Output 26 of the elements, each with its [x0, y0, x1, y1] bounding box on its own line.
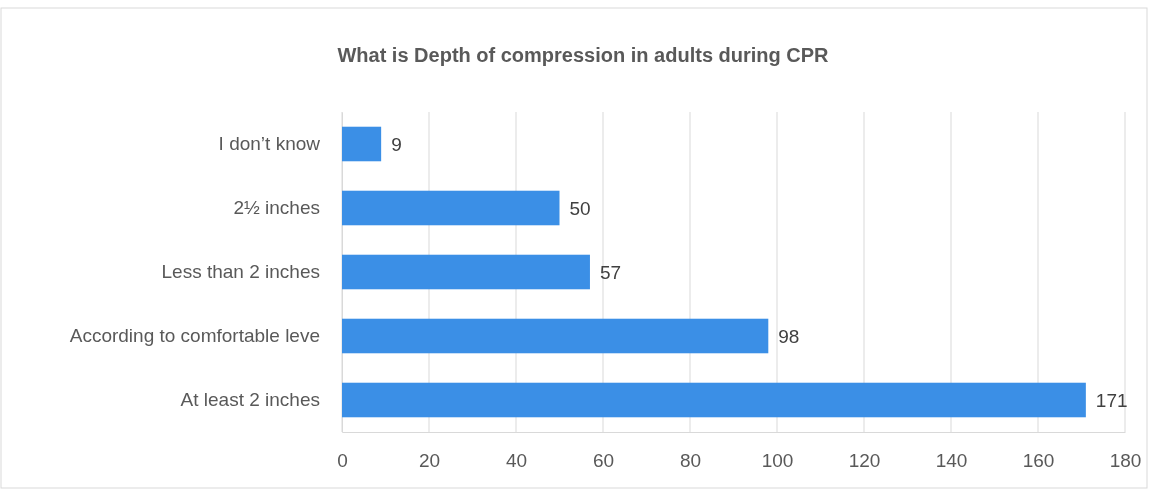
data-label: 98 — [778, 325, 800, 347]
x-tick-label: 120 — [848, 450, 881, 472]
bar — [342, 190, 560, 226]
x-tick-label: 100 — [761, 450, 794, 472]
bar — [342, 382, 1086, 418]
data-label: 50 — [569, 197, 591, 219]
x-tick-label: 140 — [935, 450, 968, 472]
x-tick-label: 40 — [505, 450, 528, 472]
data-label: 57 — [599, 261, 622, 283]
y-tick-label: According to comfortable leve — [69, 325, 320, 347]
x-tick-label: 20 — [418, 450, 441, 472]
bar — [342, 318, 769, 354]
x-tick-label: 60 — [592, 450, 615, 472]
x-tick-label: 180 — [1109, 450, 1142, 472]
bar — [342, 126, 382, 162]
data-label: 171 — [1095, 389, 1128, 411]
x-tick-label: 160 — [1022, 450, 1055, 472]
bar — [342, 254, 590, 290]
y-tick-label: I don’t know — [218, 133, 321, 155]
y-tick-label: 2½ inches — [233, 197, 320, 219]
data-label: 9 — [391, 133, 402, 155]
y-tick-label: Less than 2 inches — [161, 261, 320, 283]
y-tick-label: At least 2 inches — [180, 389, 320, 411]
x-tick-label: 0 — [337, 450, 348, 472]
chart-title: What is Depth of compression in adults during CPR — [337, 44, 830, 66]
x-tick-label: 80 — [679, 450, 702, 472]
